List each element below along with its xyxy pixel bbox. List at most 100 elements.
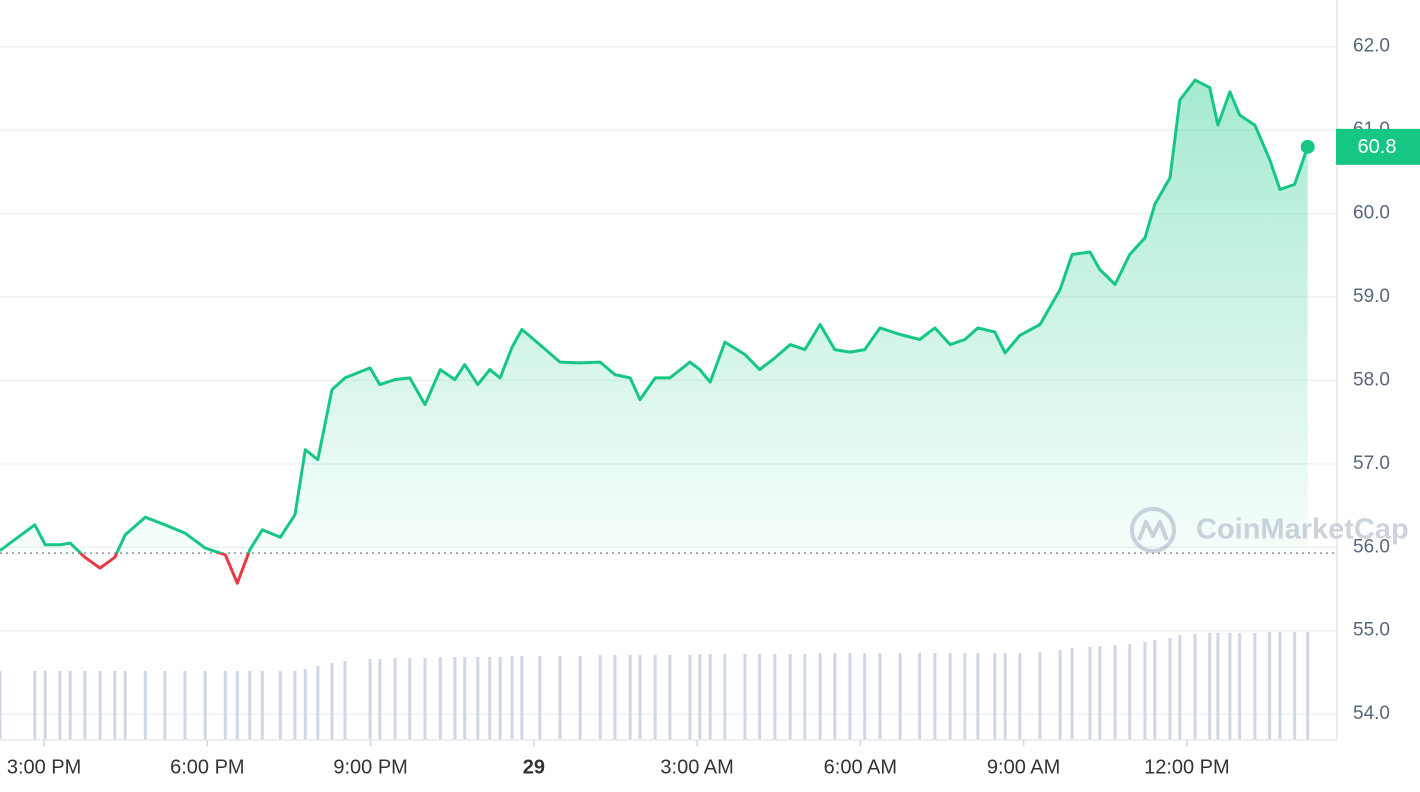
volume-bar — [1168, 638, 1172, 740]
volume-bar — [1113, 645, 1117, 740]
volume-bar — [1193, 634, 1197, 740]
volume-bar — [708, 654, 712, 740]
volume-bar — [378, 659, 382, 740]
volume-bar — [1178, 635, 1182, 740]
volume-bar — [613, 655, 617, 740]
volume-bar — [303, 669, 307, 740]
volume-bar — [330, 663, 334, 740]
volume-bar — [1153, 640, 1157, 740]
volume-bar — [123, 671, 127, 740]
y-tick-label: 54.0 — [1353, 703, 1390, 724]
volume-bar — [368, 659, 372, 740]
volume-bar — [248, 671, 252, 740]
volume-bar — [33, 671, 37, 740]
volume-bar — [1253, 633, 1257, 740]
volume-bar — [933, 653, 937, 740]
volume-bar — [818, 653, 822, 740]
x-tick-label: 12:00 PM — [1144, 756, 1230, 778]
volume-bar — [163, 671, 167, 740]
volume-bar — [1038, 652, 1042, 740]
price-line-below — [78, 553, 251, 585]
x-tick-label: 3:00 PM — [7, 756, 81, 778]
volume-bar — [558, 656, 562, 740]
y-tick-label: 58.0 — [1353, 369, 1390, 390]
volume-bar — [0, 671, 2, 740]
volume-bar — [653, 655, 657, 740]
x-tick-label: 3:00 AM — [660, 756, 733, 778]
volume-bar — [1278, 632, 1282, 740]
volume-bar — [43, 671, 47, 740]
volume-bar — [1088, 647, 1092, 740]
y-tick-label: 57.0 — [1353, 453, 1390, 474]
y-tick-label: 56.0 — [1353, 536, 1390, 557]
volume-bar — [143, 671, 147, 740]
volume-bar — [520, 656, 524, 740]
price-line — [0, 78, 1310, 554]
volume-bar — [1098, 646, 1102, 740]
volume-bar — [1268, 632, 1272, 740]
volume-bar — [688, 655, 692, 740]
volume-bar — [278, 671, 282, 740]
volume-bar — [1128, 644, 1132, 740]
volume-bar — [316, 666, 320, 740]
watermark-logo — [1130, 507, 1176, 553]
volume-bar — [1058, 650, 1062, 740]
volume-bar — [498, 657, 502, 740]
volume-bar — [1208, 633, 1212, 740]
y-tick-label: 60.0 — [1353, 203, 1390, 224]
price-area — [0, 80, 1308, 554]
volume-bar — [993, 653, 997, 740]
volume-bar — [98, 671, 102, 740]
volume-bar — [1306, 632, 1310, 740]
volume-bar — [393, 658, 397, 740]
volume-bar — [1238, 633, 1242, 740]
volume-bar — [1003, 653, 1007, 740]
watermark-logo-mark — [1137, 520, 1169, 541]
volume-bar — [1018, 653, 1022, 740]
volume-bar — [598, 655, 602, 740]
volume-bar — [723, 654, 727, 740]
volume-bar — [848, 653, 852, 740]
volume-bar — [260, 671, 264, 740]
x-tick-label: 9:00 PM — [333, 756, 407, 778]
volume-bar — [423, 658, 427, 740]
volume-bar — [453, 657, 457, 740]
volume-bar — [758, 654, 762, 740]
y-tick-label: 55.0 — [1353, 620, 1390, 641]
volume-bar — [58, 671, 62, 740]
volume-bar — [463, 657, 467, 740]
volume-bar — [743, 654, 747, 740]
volume-bar — [976, 653, 980, 740]
volume-bar — [698, 654, 702, 740]
volume-bar — [510, 656, 514, 740]
last-price-badge — [1336, 128, 1420, 165]
volume-bar — [948, 653, 952, 740]
volume-bar — [438, 657, 442, 740]
volume-bar — [1070, 648, 1074, 740]
volume-bar — [878, 653, 882, 740]
volume-bar — [773, 654, 777, 740]
volume-bar — [963, 653, 967, 740]
y-tick-label: 62.0 — [1353, 36, 1390, 57]
watermark: CoinMarketCap — [1130, 507, 1409, 553]
volume-bar — [538, 656, 542, 740]
volume-bar — [788, 654, 792, 740]
watermark-text: CoinMarketCap — [1196, 514, 1409, 546]
volume-bar — [68, 671, 72, 740]
volume-bar — [803, 654, 807, 740]
volume-bar — [293, 671, 297, 740]
volume-bar — [1216, 633, 1220, 740]
volume-bar — [863, 653, 867, 740]
volume-bar — [408, 658, 412, 740]
volume-bar — [1293, 632, 1297, 740]
volume-bar — [668, 655, 672, 740]
last-price-label: 60.8 — [1358, 136, 1397, 158]
price — [0, 78, 1336, 585]
volume-bar — [628, 655, 632, 740]
x-tick-label: 6:00 AM — [824, 756, 897, 778]
volume-bar — [488, 657, 492, 740]
volume-bar — [833, 653, 837, 740]
x-tick-label: 29 — [523, 756, 545, 778]
volume-bar — [476, 657, 480, 740]
volume-bar — [578, 656, 582, 740]
